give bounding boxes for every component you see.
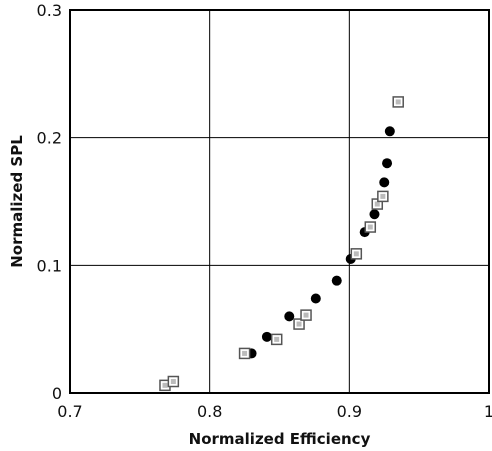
data-point-square xyxy=(238,347,251,360)
data-point-square xyxy=(392,96,404,108)
data-point-square xyxy=(270,333,283,346)
x-tick-label: 0.7 xyxy=(57,402,82,421)
data-point-square xyxy=(377,190,389,203)
y-tick-label: 0.2 xyxy=(37,129,62,148)
data-points xyxy=(159,96,404,392)
data-point-circle xyxy=(331,275,342,286)
data-point-square xyxy=(364,221,377,233)
data-point-circle xyxy=(284,311,295,322)
x-tick-label: 1 xyxy=(484,402,492,421)
y-axis-label: Normalized SPL xyxy=(8,135,26,268)
data-point-square xyxy=(167,375,180,388)
data-point-square xyxy=(293,318,305,330)
data-point-circle xyxy=(379,177,390,188)
data-point-square xyxy=(350,248,363,260)
y-tick-label: 0 xyxy=(52,384,62,403)
data-point-circle xyxy=(310,293,321,304)
grid xyxy=(70,10,489,393)
data-point-circle xyxy=(369,209,380,220)
tick-labels: 0.7 0.8 0.9 1 0 0.1 0.2 0.3 xyxy=(37,1,492,421)
data-point-square xyxy=(300,309,312,321)
y-tick-label: 0.3 xyxy=(37,1,62,20)
x-axis-label: Normalized Efficiency xyxy=(189,430,371,448)
data-point-circle xyxy=(261,331,272,342)
plot-frame xyxy=(69,9,490,394)
data-point-circle xyxy=(382,158,393,169)
data-point-circle xyxy=(384,126,395,137)
x-tick-label: 0.8 xyxy=(197,402,222,421)
x-tick-label: 0.9 xyxy=(337,402,362,421)
y-tick-label: 0.1 xyxy=(37,256,62,275)
